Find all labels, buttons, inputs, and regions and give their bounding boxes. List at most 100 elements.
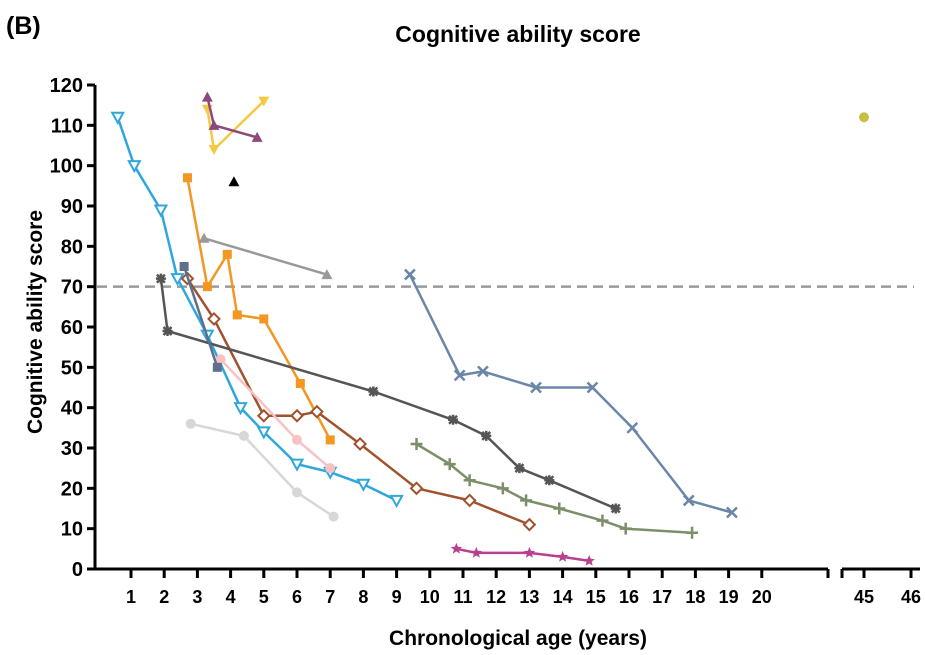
x-tick-label: 9 (392, 587, 402, 607)
series-10 (198, 232, 333, 280)
x-axis-title: Chronological age (years) (389, 627, 647, 650)
series-15 (859, 112, 869, 123)
data-point (514, 463, 525, 474)
x-tick-label: 6 (292, 587, 302, 607)
data-point (368, 386, 379, 397)
data-point (251, 131, 263, 142)
series-2 (182, 173, 335, 445)
x-tick-label: 20 (752, 587, 772, 607)
x-tick-label: 11 (453, 587, 472, 607)
series-12 (201, 91, 263, 142)
data-point (185, 418, 196, 429)
data-point (556, 550, 569, 562)
x-tick-label: 18 (685, 587, 705, 607)
data-point (155, 273, 166, 284)
x-tick-label: 5 (259, 587, 269, 607)
series-13 (228, 176, 240, 187)
series-1 (110, 111, 404, 509)
y-tick-label: 80 (61, 236, 83, 258)
data-point (170, 273, 185, 287)
y-axis-title: Cognitive ability score (24, 210, 47, 434)
x-tick-label: 1 (126, 587, 136, 607)
chart-title: Cognitive ability score (395, 21, 640, 47)
data-point (448, 414, 459, 425)
data-point (215, 354, 226, 365)
data-point (292, 487, 302, 498)
data-point (586, 381, 599, 394)
series-7 (450, 542, 595, 566)
x-tick-label: 3 (192, 587, 202, 607)
data-point (356, 478, 371, 492)
data-point (289, 458, 305, 472)
data-point (162, 326, 173, 337)
data-point (389, 494, 404, 509)
y-tick-label: 90 (61, 196, 83, 218)
data-point (403, 268, 416, 281)
y-tick-label: 10 (61, 519, 83, 541)
data-point (238, 430, 249, 441)
data-point (222, 249, 232, 259)
y-tick-label: 120 (50, 75, 83, 97)
data-point (207, 312, 221, 326)
series-9 (185, 418, 339, 522)
series-line (415, 442, 693, 534)
data-point (153, 204, 169, 218)
series-4 (155, 273, 621, 514)
series-line (408, 274, 733, 514)
data-point (450, 542, 463, 554)
x-tick-label: 13 (519, 587, 539, 607)
data-point (409, 481, 424, 496)
data-point (470, 546, 482, 558)
y-tick-label: 100 (50, 156, 83, 178)
data-point (233, 402, 248, 416)
data-point (462, 493, 477, 508)
data-point (544, 475, 555, 486)
x-tick-label: 46 (901, 587, 921, 607)
data-point (290, 408, 304, 423)
data-point (726, 506, 738, 519)
x-tick-label: 15 (586, 587, 606, 607)
data-point (295, 378, 305, 388)
x-tick-label: 14 (553, 587, 573, 607)
x-tick-label: 8 (358, 587, 368, 607)
data-point (212, 362, 222, 372)
data-point (859, 112, 869, 123)
data-point (477, 365, 489, 378)
data-point (553, 502, 566, 515)
series-3 (180, 271, 537, 532)
data-point (232, 310, 242, 320)
data-point (410, 437, 423, 450)
y-tick-label: 30 (61, 438, 83, 460)
data-point (325, 435, 335, 445)
series-6 (410, 437, 699, 539)
data-point (325, 463, 336, 474)
x-tick-label: 2 (159, 587, 169, 607)
data-point (353, 437, 367, 451)
y-tick-label: 50 (61, 357, 83, 379)
data-point (259, 314, 269, 324)
data-point (626, 421, 639, 434)
data-point (596, 514, 609, 527)
series-line (190, 422, 335, 518)
data-point (523, 546, 536, 558)
series-line (159, 278, 617, 510)
data-point (583, 554, 595, 566)
x-tick-label: 45 (854, 587, 874, 607)
data-point (453, 369, 466, 382)
x-tick-label: 4 (226, 587, 236, 607)
y-tick-label: 70 (61, 277, 83, 299)
data-point (481, 430, 492, 441)
data-point (530, 381, 542, 394)
data-point (182, 173, 192, 183)
data-point (127, 160, 142, 174)
plot-area (110, 91, 869, 566)
y-tick-label: 40 (61, 398, 83, 420)
data-point (686, 526, 699, 539)
data-point (682, 494, 695, 507)
y-tick-label: 110 (51, 115, 83, 137)
series-line (206, 96, 258, 139)
series-line (182, 266, 219, 368)
data-point (310, 404, 324, 419)
